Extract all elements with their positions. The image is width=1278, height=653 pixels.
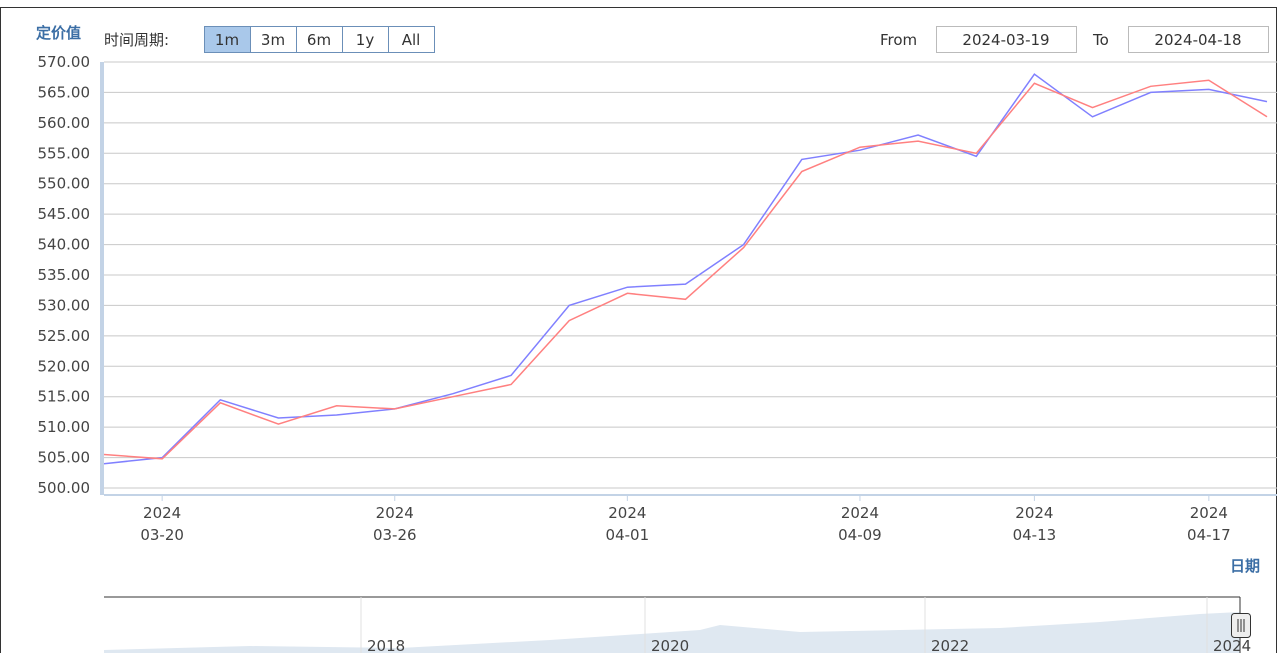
y-tick-label: 560.00 [38, 114, 91, 132]
x-tick-year: 2024 [376, 504, 414, 522]
y-axis-line [100, 62, 104, 495]
x-tick-year: 2024 [143, 504, 181, 522]
range-button-label[interactable]: 1y [356, 31, 375, 49]
to-label: To [1092, 31, 1109, 49]
x-tick-label: 03-20 [140, 526, 184, 544]
range-button-label[interactable]: 6m [307, 31, 331, 49]
y-tick-label: 515.00 [38, 388, 91, 406]
y-tick-label: 535.00 [38, 266, 91, 284]
from-label: From [880, 31, 917, 49]
navigator-label: 2020 [651, 637, 689, 653]
x-tick-year: 2024 [841, 504, 879, 522]
to-value[interactable]: 2024-04-18 [1154, 31, 1241, 49]
y-tick-label: 505.00 [38, 449, 91, 467]
series-line [103, 79, 1268, 460]
x-tick-label: 04-01 [606, 526, 650, 544]
range-button[interactable] [388, 26, 435, 53]
y-tick-label: 565.00 [38, 83, 91, 101]
x-tick-label: 03-26 [373, 526, 417, 544]
x-tick-year: 2024 [1190, 504, 1228, 522]
range-button[interactable] [250, 26, 297, 53]
from-value[interactable]: 2024-03-19 [962, 31, 1049, 49]
range-button[interactable] [296, 26, 343, 53]
x-tick-label: 04-17 [1187, 526, 1231, 544]
y-tick-label: 500.00 [38, 479, 91, 497]
y-tick-label: 540.00 [38, 236, 91, 254]
navigator-area [104, 612, 1240, 653]
y-tick-label: 530.00 [38, 296, 91, 314]
y-tick-label: 510.00 [38, 418, 91, 436]
y-tick-label: 570.00 [38, 53, 91, 71]
y-tick-label: 525.00 [38, 327, 91, 345]
x-axis-title: 日期 [1230, 557, 1260, 575]
navigator-label: 2022 [931, 637, 969, 653]
x-tick-year: 2024 [1015, 504, 1053, 522]
navigator-label: 2024 [1213, 637, 1251, 653]
series-line [103, 73, 1268, 465]
navigator-label: 2018 [367, 637, 405, 653]
y-tick-label: 550.00 [38, 175, 91, 193]
frame [0, 7, 1277, 653]
navigator-handle[interactable] [1231, 597, 1251, 653]
from-input[interactable] [936, 26, 1077, 53]
x-tick-label: 04-13 [1013, 526, 1057, 544]
y-tick-label: 520.00 [38, 357, 91, 375]
to-input[interactable] [1128, 26, 1269, 53]
x-tick-label: 04-09 [838, 526, 882, 544]
range-button-label[interactable]: 1m [215, 31, 239, 49]
y-axis-title: 定价值 [36, 24, 81, 42]
range-label: 时间周期: [104, 31, 169, 49]
y-tick-label: 545.00 [38, 205, 91, 223]
x-tick-year: 2024 [608, 504, 646, 522]
range-button-label[interactable]: All [402, 31, 421, 49]
y-tick-label: 555.00 [38, 144, 91, 162]
range-buttons: 1m 3m 6m 1y All [204, 26, 435, 53]
range-button-label[interactable]: 3m [261, 31, 285, 49]
